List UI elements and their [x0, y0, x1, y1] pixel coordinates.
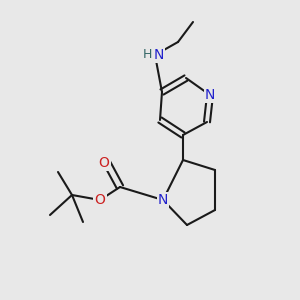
- Text: N: N: [205, 88, 215, 102]
- Text: N: N: [158, 193, 168, 207]
- Text: O: O: [99, 156, 110, 170]
- Text: N: N: [154, 48, 164, 62]
- Text: H: H: [142, 49, 152, 62]
- Text: O: O: [94, 193, 105, 207]
